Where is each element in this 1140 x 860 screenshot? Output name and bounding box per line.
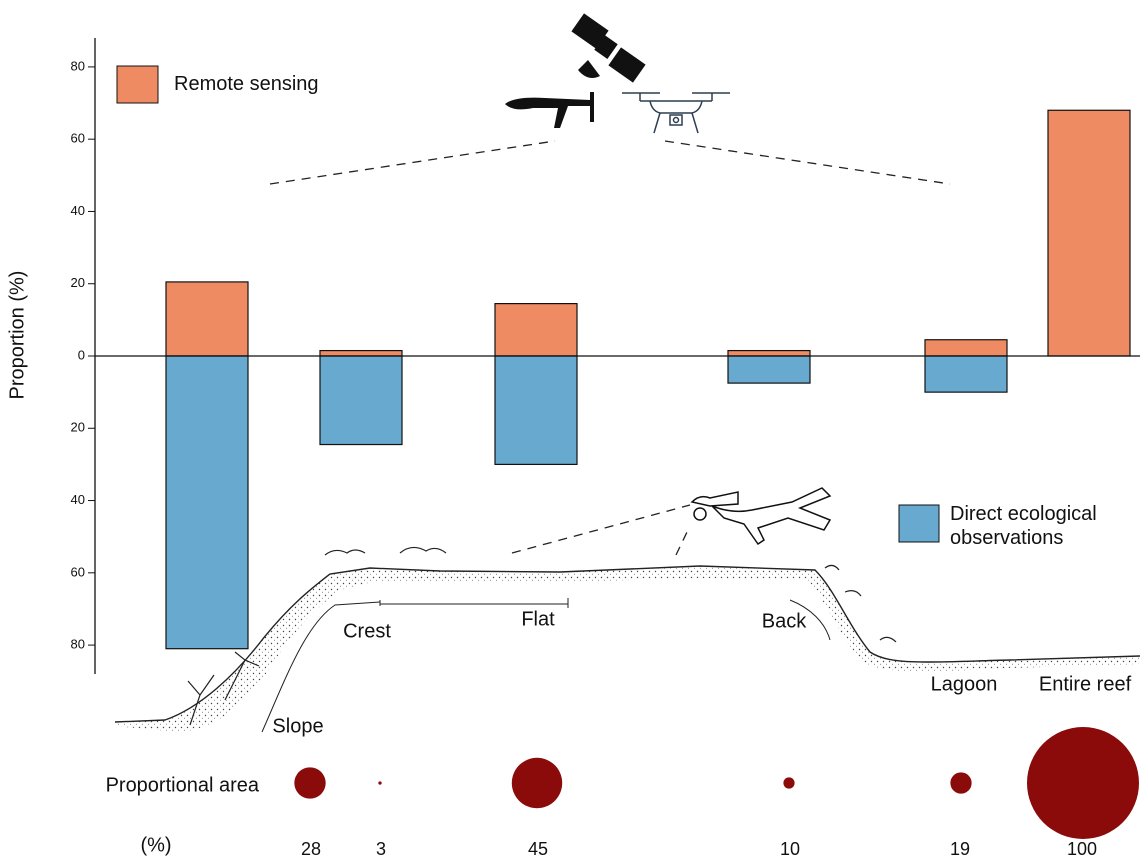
bar (728, 351, 810, 356)
chart: Proportion (%) Proportional area (%) 80 6… (0, 0, 1140, 860)
category-label: Flat (521, 608, 555, 630)
diver-icon (692, 488, 830, 544)
bar (728, 356, 810, 383)
plane-icon (505, 92, 594, 128)
area-circle (378, 781, 381, 784)
category-label: Lagoon (931, 673, 998, 695)
y-tick-label: 80 (71, 637, 85, 652)
y-tick-label: 80 (71, 58, 85, 73)
y-tick-label: 0 (78, 347, 85, 362)
area-circle (512, 758, 562, 808)
legend-swatch (117, 66, 158, 103)
drone-icon (622, 93, 730, 133)
bar (495, 304, 577, 356)
area-value-label: 19 (950, 839, 970, 859)
bar (166, 356, 248, 649)
category-label: Back (762, 610, 807, 632)
legend-swatch (899, 505, 939, 542)
bar (320, 356, 402, 445)
legend-label: Remote sensing (174, 72, 319, 96)
y-tick-label: 40 (71, 492, 85, 507)
satellite-icon (571, 13, 645, 82)
bar (320, 351, 402, 356)
area-value-label: 100 (1067, 839, 1097, 859)
area-circle (294, 767, 325, 798)
bar (925, 356, 1007, 392)
area-value-label: 28 (301, 839, 321, 859)
bar (166, 282, 248, 356)
area-value-label: 3 (376, 839, 386, 859)
legend-label: Direct ecological observations (950, 502, 1100, 550)
dashed-lines (270, 141, 950, 555)
reef-illustration (115, 547, 1140, 732)
bar (1048, 110, 1130, 356)
y-tick-label: 40 (71, 203, 85, 218)
area-label: Proportional area (106, 774, 260, 796)
bar (925, 340, 1007, 356)
category-label: Entire reef (1039, 673, 1132, 695)
y-tick-label: 60 (71, 131, 85, 146)
y-axis-label: Proportion (%) (6, 271, 28, 400)
bar (495, 356, 577, 464)
y-tick-label: 20 (71, 420, 85, 435)
y-tick-label: 60 (71, 564, 85, 579)
area-value-label: 45 (528, 839, 548, 859)
area-circle (1027, 727, 1139, 839)
category-label: Crest (343, 620, 391, 642)
area-circle (783, 777, 794, 788)
area-value-label: 10 (780, 839, 800, 859)
area-circle (950, 772, 971, 793)
category-label: Slope (272, 715, 323, 737)
y-tick-label: 20 (71, 275, 85, 290)
area-unit-label: (%) (140, 834, 171, 856)
page: Proportion (%) Proportional area (%) 80 6… (0, 0, 1140, 860)
